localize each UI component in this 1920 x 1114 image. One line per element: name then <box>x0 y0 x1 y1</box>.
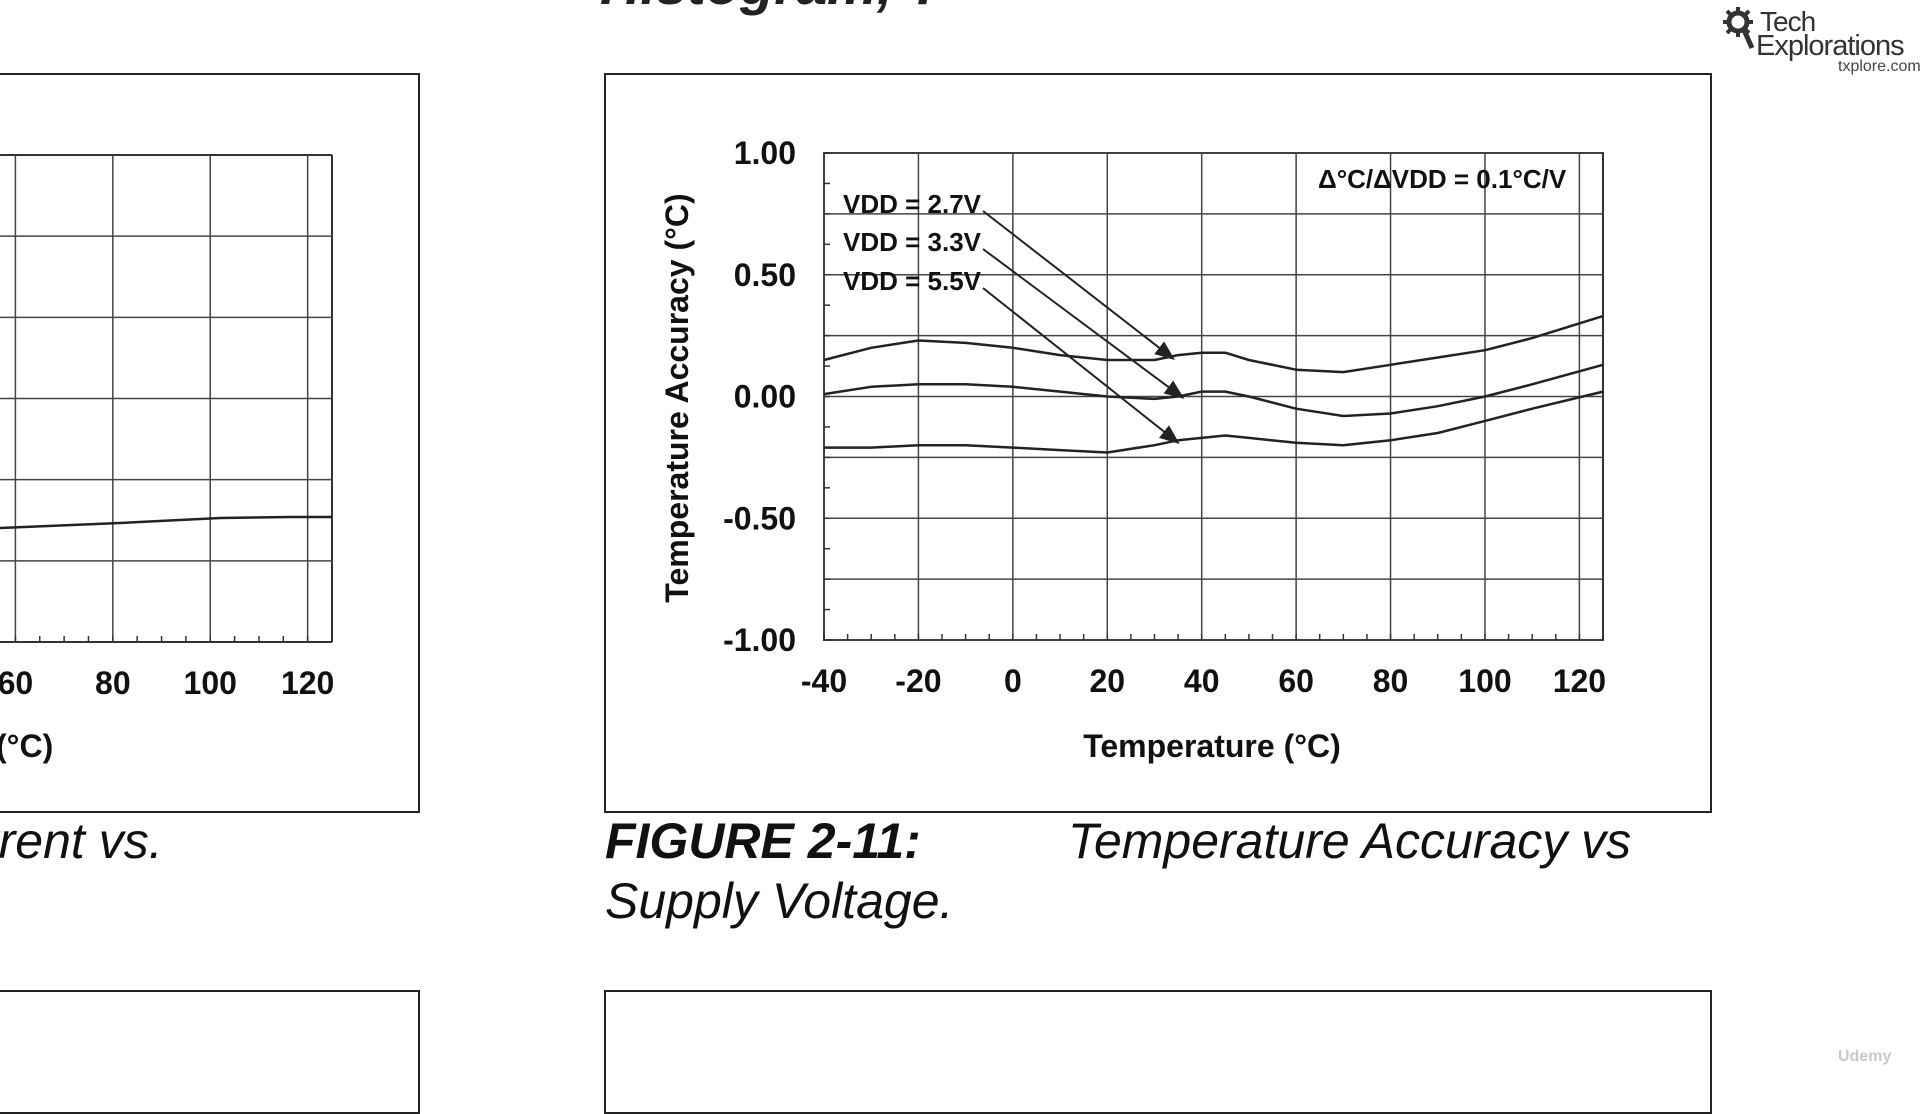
series-label-2: VDD = 3.3V <box>843 227 982 257</box>
y-axis-title: Temperature Accuracy (°C) <box>659 193 695 602</box>
x-axis-title: Temperature (°C) <box>1083 728 1341 764</box>
main-figure-frame <box>604 73 1712 813</box>
x-tick-label: 40 <box>1184 663 1220 699</box>
left-x-tick-label: 60 <box>0 665 33 701</box>
series-label-arrow <box>982 248 1185 399</box>
left-x-tick-label: 100 <box>184 665 237 701</box>
x-tick-label: -40 <box>801 663 847 699</box>
figure-number-text: FIGURE 2-11: <box>605 813 921 869</box>
tech-explorations-logo: Tech Explorations txplore.com <box>1720 4 1920 75</box>
x-tick-label: 0 <box>1004 663 1022 699</box>
left-x-tick-label: 80 <box>95 665 131 701</box>
bottom-right-frame <box>604 990 1712 1114</box>
series-label-arrow <box>982 287 1180 445</box>
left-partial-chart: 60 80 100 120 (°C) <box>0 154 334 764</box>
y-tick-label: 0.50 <box>734 257 796 293</box>
top-caption-fragment: Histogram, T <box>600 0 942 17</box>
x-tick-label: -20 <box>895 663 941 699</box>
left-series-line <box>0 515 332 530</box>
figure-number: FIGURE 2-11: <box>605 812 921 870</box>
series-label-arrow <box>982 210 1175 360</box>
logo-text-explorations: Explorations <box>1756 30 1905 62</box>
figure-title-line2: Supply Voltage. <box>605 873 954 929</box>
delta-annotation: Δ°C/ΔVDD = 0.1°C/V <box>1318 164 1567 194</box>
y-tick-label: 1.00 <box>734 135 796 171</box>
series-line-2 <box>823 363 1604 418</box>
udemy-watermark: Udemy <box>1838 1048 1892 1065</box>
bottom-left-frame <box>0 990 420 1114</box>
left-caption-fragment: rrent vs. <box>0 813 163 869</box>
series-label-1: VDD = 2.7V <box>843 189 982 219</box>
x-tick-label: 20 <box>1089 663 1125 699</box>
series-label-3: VDD = 5.5V <box>843 266 982 296</box>
chart-series-lines <box>823 314 1604 454</box>
chart-minor-ticks <box>823 152 1604 641</box>
y-tick-label: 0.00 <box>734 379 796 415</box>
y-tick-label: -0.50 <box>723 500 796 536</box>
figure-title-line1: Temperature Accuracy vs <box>1068 813 1632 869</box>
series-line-3 <box>824 390 1604 454</box>
logo-url: txplore.com <box>1838 58 1920 75</box>
x-tick-label: 80 <box>1373 663 1409 699</box>
left-x-tick-label: 120 <box>281 665 334 701</box>
x-tick-label: 100 <box>1458 663 1511 699</box>
gear-icon <box>1723 7 1755 50</box>
x-tick-label: 120 <box>1553 663 1606 699</box>
chart-annotations: Temperature Accuracy (°C) Temperature (°… <box>659 164 1567 764</box>
x-tick-label: 60 <box>1278 663 1314 699</box>
left-x-axis-title-fragment: (°C) <box>0 728 53 764</box>
chart-tick-labels: -40 -20 0 20 40 60 80 100 120 1.00 0.50 0.00 -0.50 -1… <box>723 135 1606 699</box>
temperature-accuracy-chart: -40 -20 0 20 40 60 80 100 120 1.00 0.50 0.00 -0.50 -1… <box>659 135 1606 764</box>
logo-text-tech: Tech <box>1760 6 1816 37</box>
y-tick-label: -1.00 <box>723 622 796 658</box>
series-line-1 <box>823 314 1604 374</box>
